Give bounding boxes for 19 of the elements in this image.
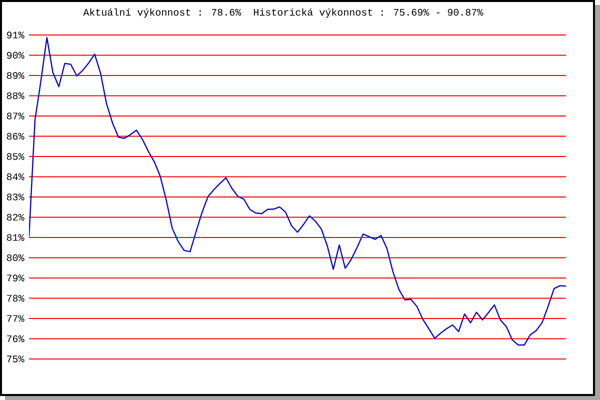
y-tick-label: 86% bbox=[6, 132, 24, 140]
y-tick-label: 90% bbox=[6, 52, 24, 59]
chart-title: Aktuální výkonnost : 78.6% Historická výkonnost : 75.69% - 90.87% bbox=[83, 8, 484, 18]
y-tick-label: 87% bbox=[6, 112, 24, 120]
y-tick-label: 77% bbox=[7, 315, 24, 322]
y-tick-label: 84% bbox=[6, 173, 24, 180]
y-tick-label: 78% bbox=[7, 294, 24, 302]
line-series bbox=[29, 37, 566, 346]
y-tick-label: 88% bbox=[6, 92, 24, 100]
y-tick-label: 75% bbox=[7, 356, 24, 362]
y-tick-label: 79% bbox=[7, 274, 24, 282]
y-tick-label: 76% bbox=[7, 335, 24, 342]
y-tick-label: 85% bbox=[6, 153, 24, 160]
y-tick-label: 83% bbox=[6, 194, 24, 200]
y-tick-label: 89% bbox=[6, 72, 24, 79]
y-tick-label: 91% bbox=[6, 32, 24, 38]
y-tick-label: 80% bbox=[6, 254, 24, 262]
y-tick-label: 82% bbox=[6, 214, 24, 221]
y-tick-label: 81% bbox=[6, 234, 24, 241]
